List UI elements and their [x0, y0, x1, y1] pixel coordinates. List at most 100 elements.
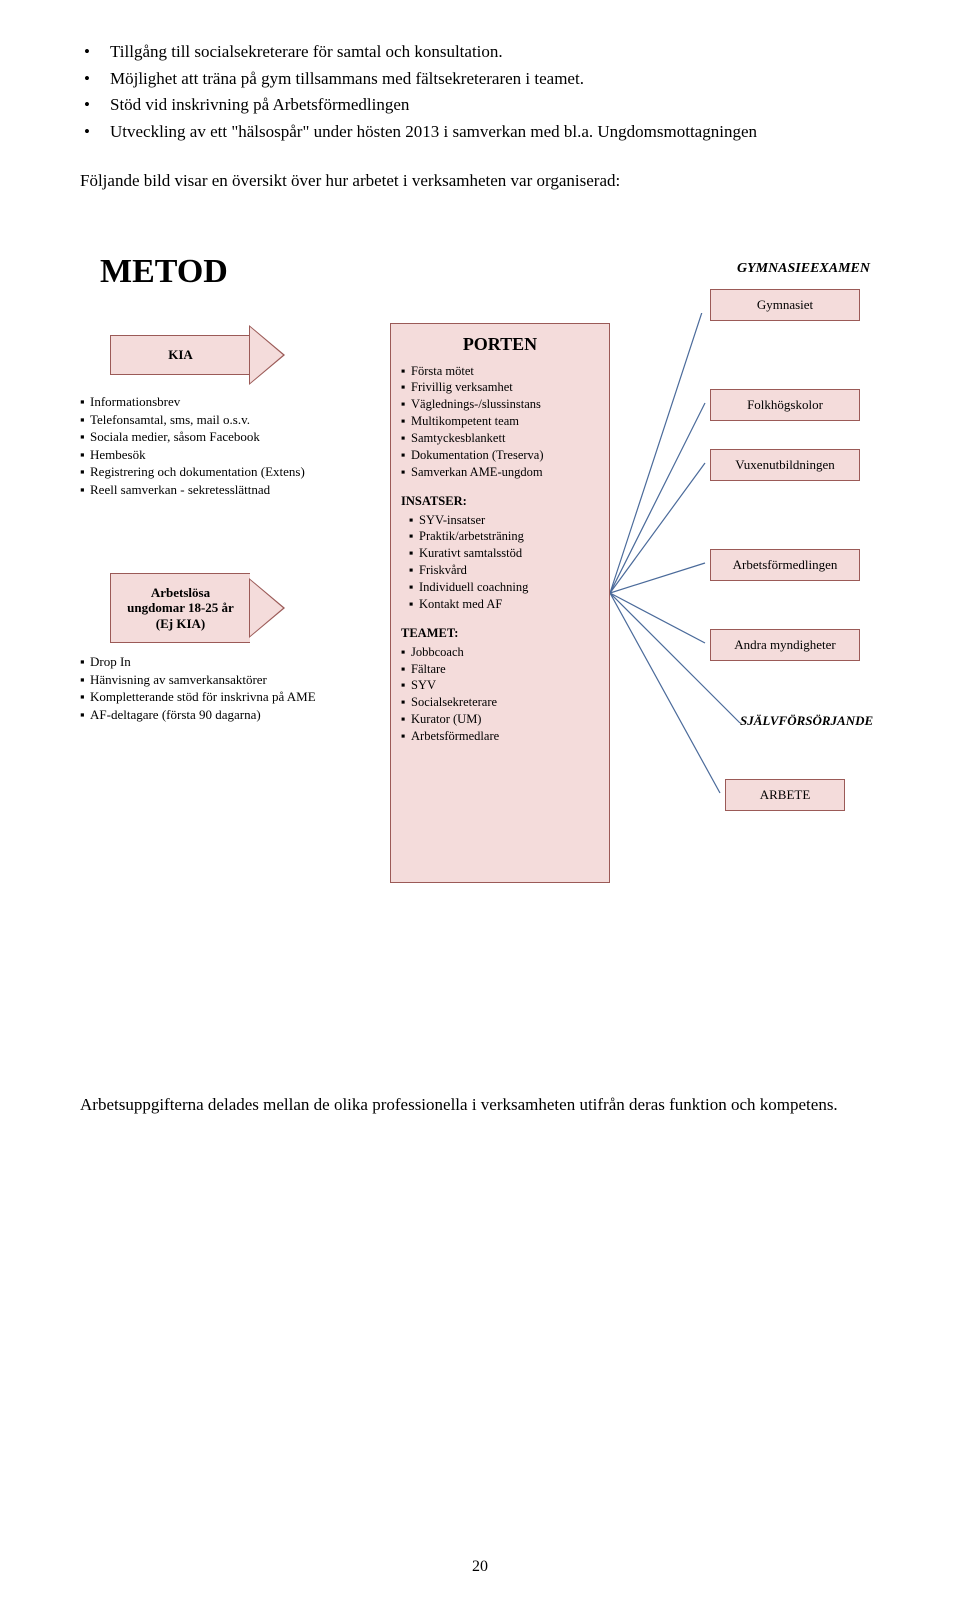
- bullet-text: Stöd vid inskrivning på Arbetsförmedling…: [110, 93, 880, 118]
- list-item: ▪Hembesök: [80, 446, 380, 464]
- li-text: SYV-insatser: [419, 512, 599, 529]
- list-item: ▪Multikompetent team: [401, 413, 599, 430]
- kia-list: ▪Informationsbrev ▪Telefonsamtal, sms, m…: [80, 393, 380, 498]
- arrow-head-icon: [249, 325, 285, 385]
- li-text: Individuell coachning: [419, 579, 599, 596]
- ejkia-list: ▪Drop In ▪Hänvisning av samverkansaktöre…: [80, 653, 380, 723]
- li-text: Arbetsförmedlare: [411, 728, 599, 745]
- kia-arrow: KIA: [110, 325, 290, 385]
- li-text: Reell samverkan - sekretesslättnad: [90, 481, 380, 499]
- intro-paragraph: Följande bild visar en översikt över hur…: [80, 169, 880, 194]
- li-dot: ▪: [409, 596, 419, 613]
- list-item: ▪Fältare: [401, 661, 599, 678]
- li-dot: ▪: [80, 688, 90, 706]
- li-dot: ▪: [80, 446, 90, 464]
- li-dot: ▪: [401, 396, 411, 413]
- porten-box: PORTEN ▪Första mötet ▪Frivillig verksamh…: [390, 323, 610, 883]
- list-item: ▪Kompletterande stöd för inskrivna på AM…: [80, 688, 380, 706]
- box-arbetsformedlingen: Arbetsförmedlingen: [710, 549, 860, 581]
- li-dot: ▪: [80, 653, 90, 671]
- list-item: ▪AF-deltagare (första 90 dagarna): [80, 706, 380, 724]
- li-dot: ▪: [80, 481, 90, 499]
- li-text: Kompletterande stöd för inskrivna på AME: [90, 688, 380, 706]
- diagram-title: METOD: [100, 253, 228, 291]
- li-text: Jobbcoach: [411, 644, 599, 661]
- li-text: SYV: [411, 677, 599, 694]
- li-text: Registrering och dokumentation (Extens): [90, 463, 380, 481]
- bullet-dot: •: [80, 93, 110, 118]
- li-text: Kurativt samtalsstöd: [419, 545, 599, 562]
- page-number: 20: [0, 1558, 960, 1576]
- li-dot: ▪: [401, 447, 411, 464]
- li-text: Samverkan AME-ungdom: [411, 464, 599, 481]
- li-dot: ▪: [401, 728, 411, 745]
- list-item: ▪Socialsekreterare: [401, 694, 599, 711]
- bullet-text: Utveckling av ett "hälsospår" under höst…: [110, 120, 880, 145]
- list-item: ▪Hänvisning av samverkansaktörer: [80, 671, 380, 689]
- li-dot: ▪: [401, 413, 411, 430]
- bullet-text: Möjlighet att träna på gym tillsammans m…: [110, 67, 880, 92]
- box-gymnasiet-text: Gymnasiet: [757, 297, 813, 312]
- teamet-heading: TEAMET:: [401, 625, 599, 642]
- li-dot: ▪: [80, 463, 90, 481]
- li-dot: ▪: [401, 379, 411, 396]
- box-andra-text: Andra myndigheter: [734, 637, 835, 652]
- li-dot: ▪: [401, 363, 411, 380]
- bullet-item: • Möjlighet att träna på gym tillsammans…: [80, 67, 880, 92]
- li-text: Multikompetent team: [411, 413, 599, 430]
- insatser-heading: INSATSER:: [401, 493, 599, 510]
- li-dot: ▪: [409, 562, 419, 579]
- list-item: ▪Praktik/arbetsträning: [409, 528, 599, 545]
- list-item: ▪Väglednings-/slussinstans: [401, 396, 599, 413]
- li-dot: ▪: [401, 464, 411, 481]
- bullet-dot: •: [80, 67, 110, 92]
- list-item: ▪Kurator (UM): [401, 711, 599, 728]
- list-item: ▪Frivillig verksamhet: [401, 379, 599, 396]
- list-item: ▪Samverkan AME-ungdom: [401, 464, 599, 481]
- list-item: ▪Dokumentation (Treserva): [401, 447, 599, 464]
- li-dot: ▪: [409, 579, 419, 596]
- li-dot: ▪: [401, 644, 411, 661]
- list-item: ▪Jobbcoach: [401, 644, 599, 661]
- box-folkhogskolor: Folkhögskolor: [710, 389, 860, 421]
- li-text: Praktik/arbetsträning: [419, 528, 599, 545]
- li-text: Friskvård: [419, 562, 599, 579]
- li-dot: ▪: [401, 694, 411, 711]
- porten-title: PORTEN: [401, 332, 599, 356]
- box-andra-myndigheter: Andra myndigheter: [710, 629, 860, 661]
- li-dot: ▪: [409, 545, 419, 562]
- li-dot: ▪: [409, 528, 419, 545]
- li-dot: ▪: [401, 711, 411, 728]
- li-text: AF-deltagare (första 90 dagarna): [90, 706, 380, 724]
- metod-diagram: METOD GYMNASIEEXAMEN KIA ▪Informationsbr…: [80, 253, 880, 913]
- kia-arrow-label: KIA: [110, 335, 250, 375]
- porten-top-list: ▪Första mötet ▪Frivillig verksamhet ▪Väg…: [401, 363, 599, 481]
- box-gymnasiet: Gymnasiet: [710, 289, 860, 321]
- gymnasieexamen-label: GYMNASIEEXAMEN: [737, 261, 870, 277]
- list-item: ▪Informationsbrev: [80, 393, 380, 411]
- bullet-dot: •: [80, 120, 110, 145]
- top-bullet-list: • Tillgång till socialsekreterare för sa…: [80, 40, 880, 145]
- box-vuxen-text: Vuxenutbildningen: [735, 457, 835, 472]
- ejkia-l1: Arbetslösaungdomar 18-25 år(Ej KIA): [127, 585, 234, 632]
- list-item: ▪Individuell coachning: [409, 579, 599, 596]
- li-dot: ▪: [80, 411, 90, 429]
- insatser-list: ▪SYV-insatser ▪Praktik/arbetsträning ▪Ku…: [401, 512, 599, 613]
- li-text: Väglednings-/slussinstans: [411, 396, 599, 413]
- list-item: ▪Drop In: [80, 653, 380, 671]
- box-arbete: ARBETE: [725, 779, 845, 811]
- li-dot: ▪: [80, 671, 90, 689]
- li-dot: ▪: [409, 512, 419, 529]
- li-text: Fältare: [411, 661, 599, 678]
- li-text: Dokumentation (Treserva): [411, 447, 599, 464]
- box-folk-text: Folkhögskolor: [747, 397, 823, 412]
- bullet-dot: •: [80, 40, 110, 65]
- li-text: Kontakt med AF: [419, 596, 599, 613]
- bullet-item: • Utveckling av ett "hälsospår" under hö…: [80, 120, 880, 145]
- li-text: Första mötet: [411, 363, 599, 380]
- li-text: Socialsekreterare: [411, 694, 599, 711]
- list-item: ▪SYV: [401, 677, 599, 694]
- li-dot: ▪: [80, 393, 90, 411]
- bullet-text: Tillgång till socialsekreterare för samt…: [110, 40, 880, 65]
- ejkia-arrow: Arbetslösaungdomar 18-25 år(Ej KIA): [110, 573, 290, 643]
